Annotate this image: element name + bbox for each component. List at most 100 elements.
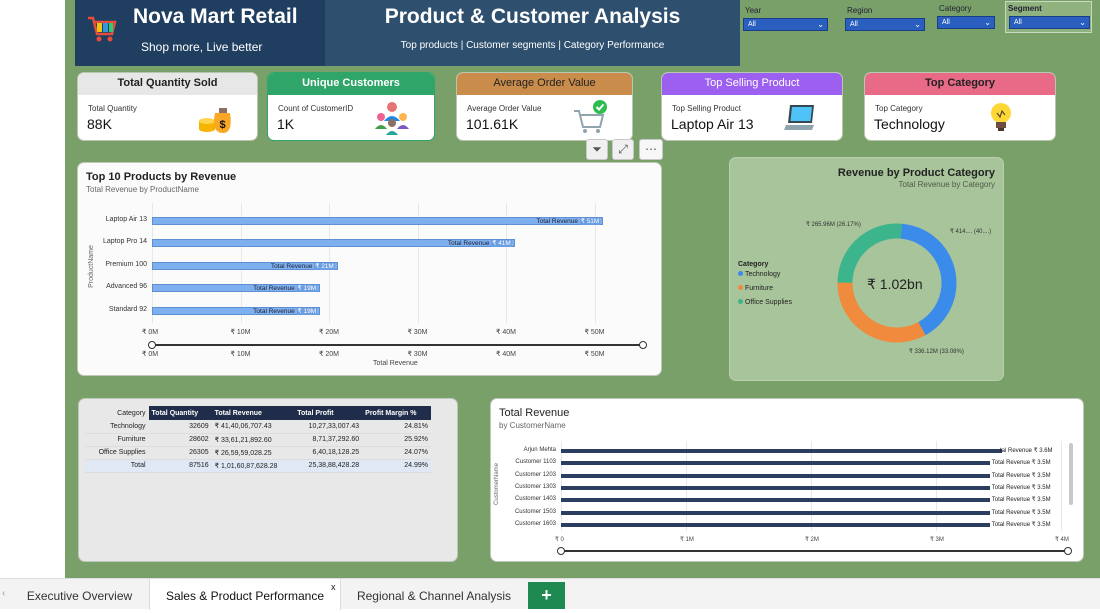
people-icon — [375, 102, 409, 135]
cell: ₹ 41,40,06,707.43 — [211, 420, 295, 434]
close-tab-icon[interactable]: x — [331, 582, 336, 592]
page-tab-bar: ‹ Executive Overview Sales & Product Per… — [0, 578, 1100, 610]
gridline — [1061, 441, 1062, 531]
product-bar[interactable]: Total Revenue ₹ 21M — [152, 262, 338, 270]
x-zoom-slider-track[interactable] — [152, 344, 642, 346]
col-profit-margin[interactable]: Profit Margin % — [362, 406, 431, 420]
customer-bar[interactable] — [561, 510, 990, 515]
year-value: All — [748, 21, 756, 28]
scroll-left-icon[interactable]: ‹ — [2, 588, 6, 599]
legend-item[interactable]: Office Supplies — [738, 299, 792, 306]
slider-handle[interactable] — [148, 341, 156, 349]
col-total-quantity[interactable]: Total Quantity — [148, 406, 212, 420]
bar-label-prefix: Total Revenue — [253, 308, 295, 315]
x-tick-label: ₹ 3M — [930, 537, 944, 543]
region-slicer: Region All ⌄ — [845, 4, 925, 32]
table-total-row: Total 87516 ₹ 1,01,60,87,628.28 25,38,88… — [85, 459, 431, 473]
bar-label-prefix: Total Revenue — [991, 460, 1031, 467]
col-category[interactable]: Category — [117, 409, 146, 417]
bar-value: ₹ 3.5M — [1031, 460, 1051, 467]
cell: 25,38,88,428.28 — [294, 459, 363, 473]
customer-bar[interactable] — [561, 461, 990, 466]
product-bar[interactable]: Total Revenue ₹ 51M — [152, 217, 604, 225]
cell: Office Supplies — [85, 446, 149, 460]
money-bag-icon: $ — [199, 108, 231, 133]
customer-bar[interactable] — [561, 473, 990, 478]
bar-data-label: Total Revenue ₹ 19M — [253, 307, 318, 315]
page-title: Product & Customer Analysis — [384, 5, 681, 28]
product-bar[interactable]: Total Revenue ₹ 19M — [152, 307, 321, 315]
kpi-total-quantity: Total Quantity Sold Total Quantity 88K $ — [77, 72, 258, 141]
tab-regional-channel-analysis[interactable]: Regional & Channel Analysis — [356, 589, 512, 603]
product-bar[interactable]: Total Revenue ₹ 41M — [152, 239, 515, 247]
year-dropdown[interactable]: All ⌄ — [743, 18, 828, 31]
segment-slicer-label: Segment — [1008, 4, 1042, 13]
cell: 24.07% — [362, 446, 431, 460]
x-tick-label: ₹ 2M — [805, 537, 819, 543]
kpi-title: Unique Customers — [268, 73, 434, 95]
region-slicer-label: Region — [847, 6, 873, 15]
kpi-sub: Top Category — [875, 104, 923, 113]
tab-executive-overview[interactable]: Executive Overview — [26, 589, 133, 603]
slider-handle[interactable] — [1064, 547, 1072, 555]
table-row[interactable]: Office Supplies 26305 ₹ 26,59,59,028.25 … — [85, 446, 431, 460]
page-title-banner: Product & Customer Analysis Top products… — [325, 0, 740, 66]
category-dropdown[interactable]: All ⌄ — [937, 16, 995, 29]
customer-bar[interactable] — [561, 498, 990, 503]
donut-center-value: ₹ 1.02bn — [867, 276, 923, 292]
customer-bar-label: Total Revenue ₹ 3.5M — [992, 496, 1051, 503]
filter-icon[interactable]: ⏷ — [586, 139, 608, 160]
x-zoom-slider-track[interactable] — [561, 550, 1069, 552]
cell: 10,27,33,007.43 — [294, 420, 363, 434]
bar-value: ₹ 19M — [296, 308, 318, 315]
legend-title: Category — [738, 261, 769, 268]
region-dropdown[interactable]: All ⌄ — [845, 18, 925, 31]
col-total-revenue[interactable]: Total Revenue — [211, 406, 295, 420]
chart-subtitle: Total Revenue by Category — [898, 180, 996, 189]
customer-bar[interactable] — [561, 449, 1002, 453]
cell: ₹ 26,59,59,028.25 — [211, 446, 295, 460]
add-page-button[interactable]: + — [528, 582, 565, 609]
cart-check-icon — [574, 100, 607, 133]
revenue-by-category-chart: Revenue by Product Category Total Revenu… — [729, 157, 1004, 381]
x-tick-label: ₹ 0M — [142, 329, 159, 336]
x-tick-label: ₹ 10M — [230, 329, 251, 336]
segment-value: All — [1014, 19, 1022, 26]
vertical-scrollbar[interactable] — [1069, 443, 1073, 505]
customer-bar[interactable] — [561, 485, 990, 490]
cell: ₹ 33,61,21,892.60 — [211, 433, 295, 447]
bar-value: ₹ 3.5M — [1031, 497, 1051, 504]
x-tick-label: ₹ 0 — [555, 537, 564, 543]
kpi-value: 88K — [87, 116, 112, 132]
cell: 6,40,18,128.25 — [294, 446, 363, 460]
slider-tick-label: ₹ 40M — [496, 351, 517, 358]
slice-label-technology: ₹ 414.... (40....) — [950, 229, 992, 235]
tab-sales-product-performance[interactable]: Sales & Product Performance — [149, 579, 341, 610]
table-row[interactable]: Technology 32609 ₹ 41,40,06,707.43 10,27… — [85, 420, 431, 434]
bar-value: ₹ 3.5M — [1031, 521, 1051, 528]
table-row[interactable]: Furniture 28602 ₹ 33,61,21,892.60 8,71,3… — [85, 433, 431, 447]
cell: Total — [85, 459, 149, 473]
product-bar[interactable]: Total Revenue ₹ 19M — [152, 284, 321, 292]
kpi-title: Average Order Value — [457, 73, 632, 95]
slider-handle[interactable] — [639, 341, 647, 349]
chart-title: Total Revenue — [499, 407, 570, 419]
legend-item[interactable]: Technology — [738, 271, 780, 278]
kpi-sub: Top Selling Product — [672, 104, 741, 113]
customer-bar[interactable] — [561, 522, 990, 527]
category-slicer-label: Category — [939, 4, 972, 13]
kpi-title: Total Quantity Sold — [78, 73, 257, 95]
legend-item[interactable]: Furniture — [738, 285, 773, 292]
product-label: Standard 92 — [108, 306, 147, 313]
chart-subtitle: Total Revenue by ProductName — [86, 185, 199, 194]
col-total-profit[interactable]: Total Profit — [294, 406, 363, 420]
more-options-icon[interactable]: ⋯ — [639, 139, 663, 160]
chevron-down-icon: ⌄ — [817, 20, 824, 29]
chevron-down-icon: ⌄ — [984, 18, 991, 27]
segment-dropdown[interactable]: All ⌄ — [1009, 16, 1090, 29]
slider-handle[interactable] — [557, 547, 565, 555]
bar-value: ₹ 21M — [314, 263, 335, 270]
focus-mode-icon[interactable]: ⤢ — [612, 139, 634, 160]
shopping-cart-logo-icon — [88, 16, 117, 42]
bar-label-prefix: Total Revenue — [270, 263, 313, 270]
